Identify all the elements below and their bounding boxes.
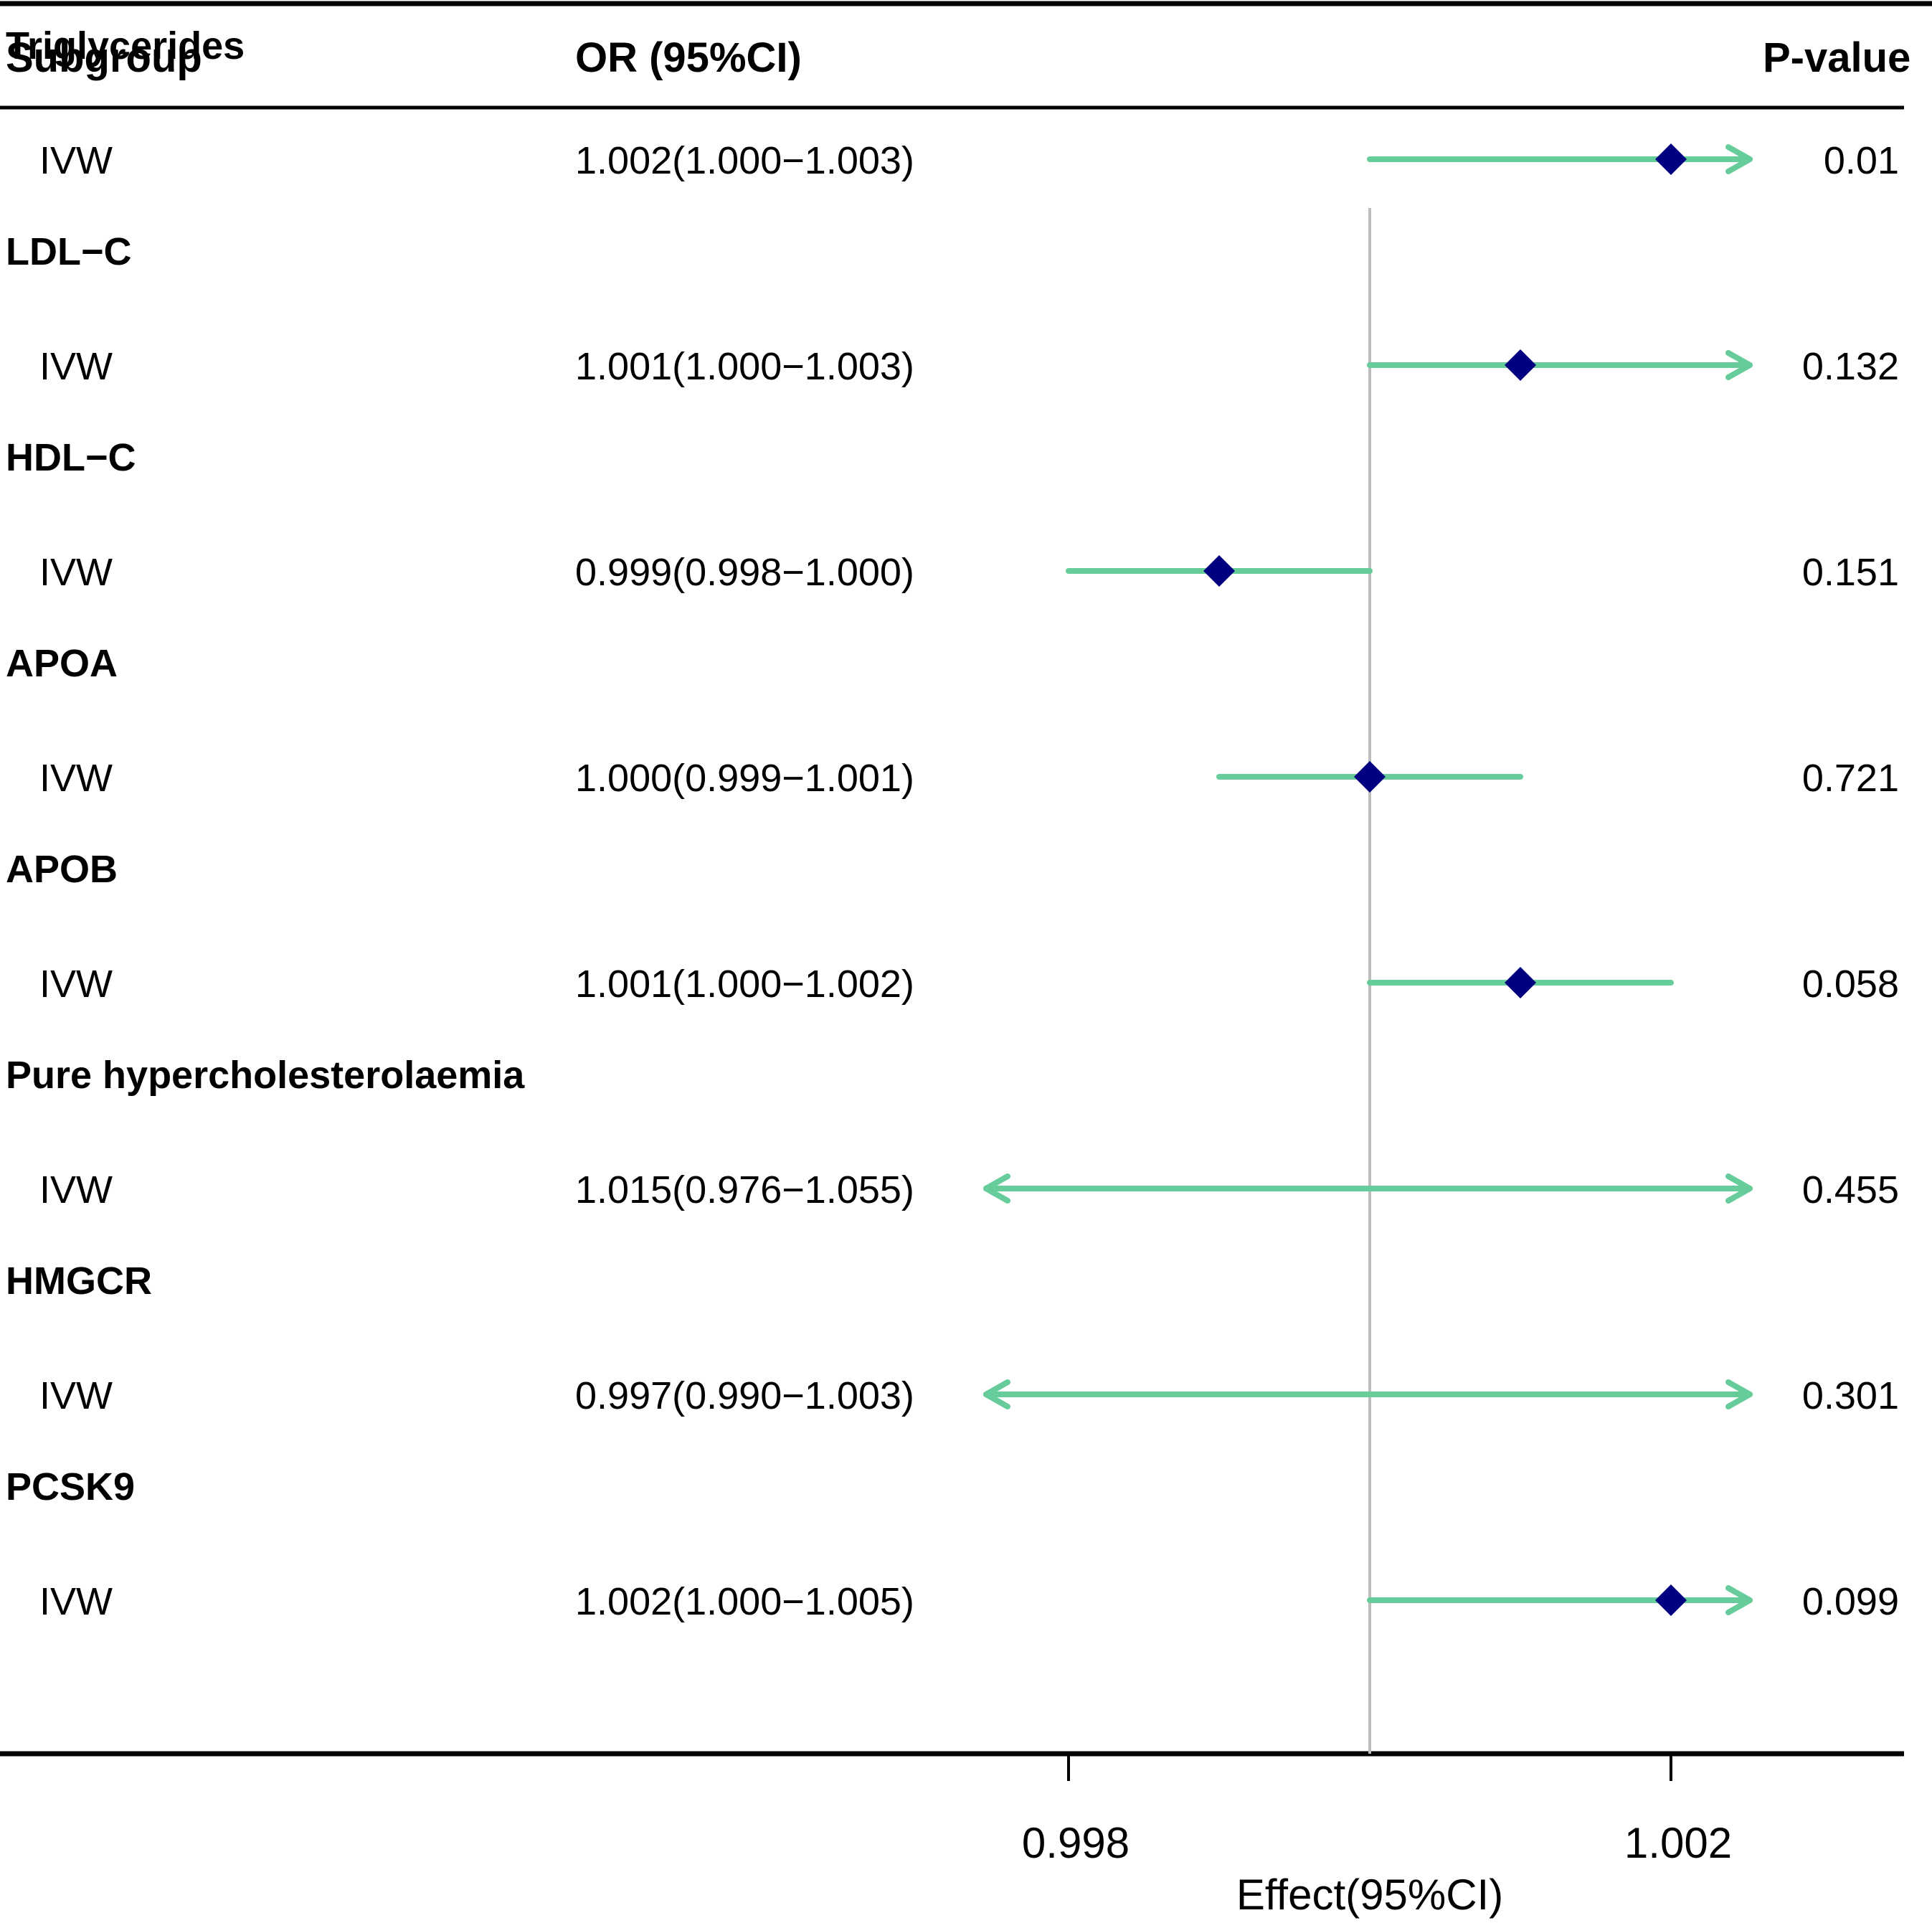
group-label: Pure hypercholesterolaemia [6,1054,525,1097]
group-label: PCSK9 [6,1465,135,1508]
ci-arrow-right [1725,1379,1753,1409]
ci-arrow-right [1725,1173,1753,1204]
method-label: IVW [39,963,113,1006]
group-label: APOB [6,848,118,891]
or-ci-text: 1.000(0.999−1.001) [575,757,914,800]
ci-arrow-left [983,1379,1010,1409]
header-pvalue: P-value [1763,34,1910,81]
or-ci-text: 1.002(1.000−1.005) [575,1580,914,1623]
method-label: IVW [39,1168,113,1211]
method-label: IVW [39,1374,113,1417]
ci-arrow-right [1725,144,1753,174]
point-estimate [1505,349,1536,381]
p-value: 0.01 [1824,139,1899,182]
method-label: IVW [39,139,113,182]
method-label: IVW [39,551,113,594]
x-tick-label: 1.002 [1624,1819,1732,1867]
point-estimate [1505,967,1536,998]
p-value: 0.721 [1802,757,1899,800]
or-ci-text: 1.002(1.000−1.003) [575,139,914,182]
x-axis-label: Effect(95%CI) [1236,1871,1503,1919]
or-ci-text: 1.015(0.976−1.055) [575,1168,914,1211]
point-estimate [1655,143,1687,175]
header-subgroup: Subgroup [6,34,202,81]
forest-rows: Triglycerides IVW 1.002(1.000−1.003) 0.01 LD… [6,24,1899,1623]
or-ci-text: 1.001(1.000−1.002) [575,963,914,1006]
group-label: APOA [6,642,118,685]
method-label: IVW [39,1580,113,1623]
p-value: 0.455 [1802,1168,1899,1211]
p-value: 0.151 [1802,551,1899,594]
method-label: IVW [39,345,113,388]
group-label: LDL−C [6,230,132,273]
or-ci-text: 0.997(0.990−1.003) [575,1374,914,1417]
point-estimate [1203,555,1235,587]
ci-arrow-left [983,1173,1010,1204]
x-axis: 0.998 1.002 [1022,1755,1732,1867]
ci-arrow-right [1725,350,1753,380]
method-label: IVW [39,757,113,800]
group-label: Triglycerides [6,24,245,67]
x-tick-label: 0.998 [1022,1819,1130,1867]
p-value: 0.099 [1802,1580,1899,1623]
p-value: 0.058 [1802,963,1899,1006]
ci-arrow-right [1725,1585,1753,1615]
point-estimate [1354,761,1386,793]
or-ci-text: 1.001(1.000−1.003) [575,345,914,388]
group-label: HDL−C [6,436,136,479]
point-estimate [1655,1584,1687,1616]
p-value: 0.132 [1802,345,1899,388]
group-label: HMGCR [6,1260,152,1303]
or-ci-text: 0.999(0.998−1.000) [575,551,914,594]
p-value: 0.301 [1802,1374,1899,1417]
header-or: OR (95%CI) [575,34,802,81]
